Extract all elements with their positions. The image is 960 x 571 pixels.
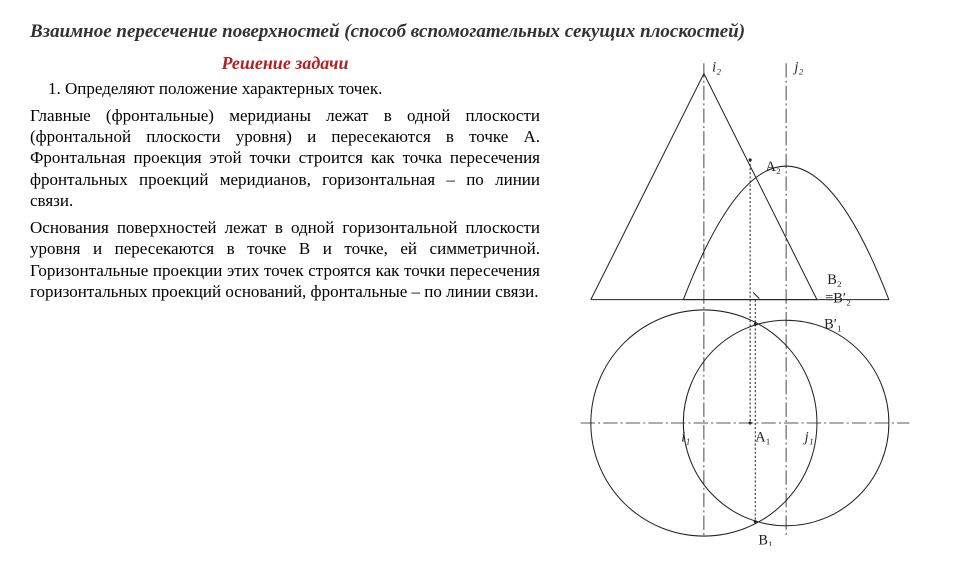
page-title: Взаимное пересечение поверхностей (спосо… — [30, 20, 930, 45]
tick-b2 — [753, 292, 759, 298]
label-B1p: B′₁ — [824, 316, 842, 332]
subheading: Решение задачи — [30, 53, 540, 74]
pt-B1 — [754, 520, 757, 523]
label-j1: j₁ — [803, 429, 814, 445]
label-B2: B₂ — [827, 272, 842, 288]
paragraph-2: Основания поверхностей лежат в одной гор… — [30, 217, 540, 302]
label-i1: i₁ — [681, 429, 690, 445]
text-column: Решение задачи 1. Определяют положение х… — [30, 53, 540, 551]
label-j2: j₂ — [792, 59, 803, 75]
step-1: 1. Определяют положение характерных точе… — [30, 78, 540, 99]
label-B1: B₁ — [758, 532, 773, 546]
label-A1: A₁ — [755, 429, 770, 445]
content-row: Решение задачи 1. Определяют положение х… — [30, 53, 930, 551]
pt-Bp1 — [754, 322, 757, 325]
label-B2p: ≡B′₂ — [825, 290, 851, 306]
diagram-column: i₂ j₂ A₂ B₂ ≡B′₂ B′₁ B₁ A₁ — [560, 53, 930, 551]
pt-A2 — [749, 158, 752, 161]
intersection-diagram: i₂ j₂ A₂ B₂ ≡B′₂ B′₁ B₁ A₁ — [560, 53, 930, 546]
pt-A1 — [749, 421, 752, 424]
paragraph-1: Главные (фронтальные) меридианы лежат в … — [30, 105, 540, 211]
label-i2: i₂ — [712, 59, 721, 75]
label-A2: A₂ — [766, 159, 781, 175]
